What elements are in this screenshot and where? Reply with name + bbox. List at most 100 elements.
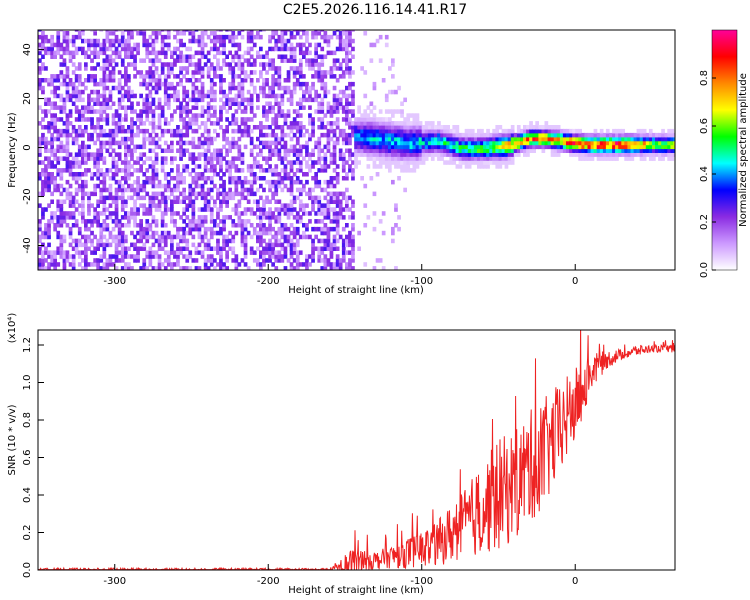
- spectrogram-cell: [188, 226, 193, 232]
- spectrogram-cell: [670, 140, 675, 146]
- spectrogram-cell: [477, 132, 481, 138]
- spectrogram-cell: [418, 148, 423, 153]
- spectrogram-cell: [87, 234, 91, 240]
- spectrogram-cell: [302, 132, 306, 138]
- spectrogram-cell: [209, 62, 214, 67]
- spectrogram-cell: [44, 250, 48, 255]
- spectrogram-cell: [280, 97, 285, 103]
- spectrogram-cell: [111, 140, 116, 146]
- spectrogram-cell: [130, 172, 134, 177]
- spectrogram-cell: [56, 168, 61, 173]
- spectrogram-cell: [412, 156, 417, 161]
- spectrogram-cell: [277, 105, 282, 110]
- spectrogram-cell: [363, 223, 368, 228]
- spectrogram-cell: [609, 156, 613, 161]
- spectrogram-cell: [243, 179, 248, 185]
- spectrogram-cell: [335, 97, 340, 103]
- spectrogram-cell: [295, 266, 300, 270]
- spectrogram-cell: [274, 81, 279, 87]
- spectrogram-cell: [268, 258, 272, 263]
- spectrogram-cell: [338, 152, 343, 157]
- spectrogram-cell: [326, 179, 331, 185]
- spectrogram-cell: [71, 50, 76, 56]
- spectrogram-cell: [467, 152, 472, 157]
- spectrogram-cell: [231, 179, 236, 185]
- spectrogram-cell: [467, 164, 472, 169]
- spectrogram-cell: [136, 70, 140, 75]
- spectrogram-cell: [655, 136, 659, 142]
- spectrogram-cell: [96, 258, 100, 263]
- spectrogram-cell: [335, 109, 340, 114]
- spectrogram-cell: [427, 152, 432, 157]
- spectrogram-cell: [120, 223, 125, 228]
- spectrogram-cell: [142, 179, 147, 185]
- spectrogram-cell: [302, 144, 306, 150]
- spectrogram-cell: [526, 125, 530, 130]
- spectrogram-cell: [363, 262, 368, 267]
- spectrogram-cell: [348, 66, 352, 71]
- spectrogram-cell: [127, 266, 131, 270]
- spectrogram-cell: [90, 58, 94, 63]
- spectrogram-cell: [446, 140, 450, 146]
- spectrogram-cell: [188, 195, 193, 201]
- spectrogram-cell: [348, 93, 352, 99]
- spectrogram-cell: [222, 199, 226, 204]
- spectrogram-cell: [529, 125, 533, 130]
- spectrogram-cell: [566, 128, 570, 134]
- spectrogram-cell: [501, 144, 506, 150]
- spectrogram-cell: [615, 148, 619, 153]
- spectrogram-cell: [231, 97, 236, 103]
- spectrogram-cell: [507, 156, 512, 161]
- spectrogram-cell: [523, 152, 527, 157]
- spectrogram-cell: [489, 132, 493, 138]
- spectrogram-cell: [216, 195, 220, 201]
- spectrogram-cell: [375, 125, 380, 130]
- spectrogram-cell: [237, 211, 242, 216]
- spectrogram-cell: [65, 121, 70, 126]
- spectrogram-cell: [114, 191, 119, 197]
- spectrogram-cell: [182, 74, 186, 79]
- spectrogram-cell: [397, 176, 401, 181]
- spectrogram-cell: [157, 31, 162, 36]
- spectrogram-cell: [127, 74, 131, 79]
- spectrogram-cell: [268, 226, 272, 232]
- spectrogram-cell: [166, 81, 171, 87]
- spectrogram-cell: [160, 109, 165, 114]
- spectrogram-cell: [590, 148, 595, 153]
- spectrogram-cell: [90, 121, 94, 126]
- spectrogram-cell: [142, 144, 147, 150]
- spectrogram-cell: [44, 168, 48, 173]
- spectrogram-cell: [124, 156, 128, 161]
- spectrogram-cell: [305, 89, 309, 95]
- spectrogram-cell: [62, 211, 67, 216]
- spectrogram-cell: [268, 144, 272, 150]
- spectrogram-cell: [191, 199, 196, 204]
- spectrogram-cell: [237, 168, 242, 173]
- spectrogram-cell: [403, 121, 407, 126]
- spectrogram-cell: [538, 132, 543, 138]
- spectrogram-cell: [252, 125, 257, 130]
- spectrogram-cell: [114, 50, 119, 56]
- spectrogram-cell: [642, 152, 647, 157]
- spectrogram-cell: [553, 125, 558, 130]
- spectrogram-cell: [249, 31, 254, 36]
- spectrogram-cell: [209, 113, 214, 118]
- spectrogram-cell: [120, 199, 125, 204]
- spectrogram-cell: [133, 223, 137, 228]
- spectrogram-cell: [93, 81, 97, 87]
- spectrogram-cell: [127, 54, 131, 59]
- spectrogram-cell: [295, 31, 300, 36]
- spectrogram-cell: [56, 31, 61, 36]
- spectrogram-cell: [87, 101, 91, 106]
- spectrogram-cell: [114, 128, 119, 134]
- spectrogram-cell: [90, 66, 94, 71]
- spectrogram-cell: [222, 262, 226, 267]
- spectrogram-cell: [320, 211, 325, 216]
- spectrogram-cell: [81, 195, 85, 201]
- spectrogram-cell: [427, 140, 432, 146]
- spectrogram-cell: [139, 109, 143, 114]
- spectrogram-cell: [323, 152, 328, 157]
- spectrogram-cell: [200, 38, 205, 44]
- spectrogram-cell: [200, 144, 205, 150]
- spectrogram-cell: [314, 109, 318, 114]
